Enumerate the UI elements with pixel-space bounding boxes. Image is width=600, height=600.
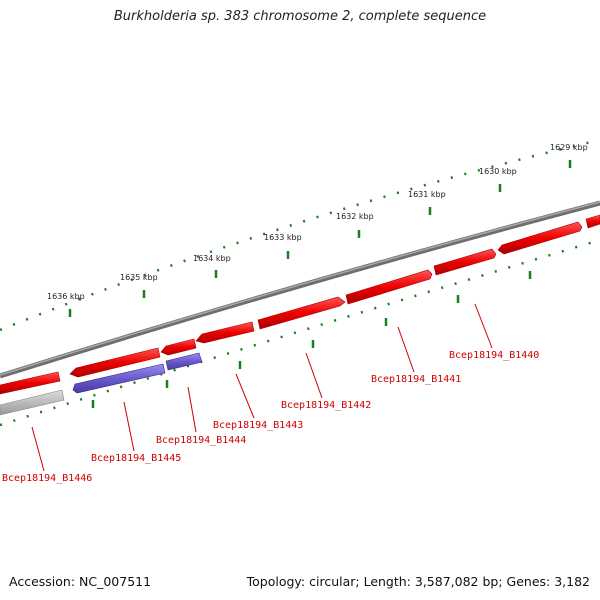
tick-label-1634: 1634 kbp <box>193 254 231 263</box>
gene-arrow <box>165 352 203 371</box>
gene-labels: Bcep18194_B1440 Bcep18194_B1441 Bcep1819… <box>2 350 539 484</box>
map-title: Burkholderia sp. 383 chromosome 2, compl… <box>113 9 487 24</box>
gene-label-b1444: Bcep18194_B1444 <box>156 435 246 446</box>
gene-arrow <box>433 248 497 276</box>
gene-arrow <box>69 347 161 378</box>
tick-label-1636: 1636 kbp <box>47 292 85 301</box>
inner-scale-ring <box>0 238 600 427</box>
gene-label-b1441: Bcep18194_B1441 <box>371 374 461 385</box>
tick-label-1629: 1629 kbp <box>550 143 588 152</box>
accession-text: Accession: NC_007511 <box>9 574 152 589</box>
forward-strand-genes <box>0 214 600 395</box>
gene-label-b1445: Bcep18194_B1445 <box>91 453 181 464</box>
gene-label-b1442: Bcep18194_B1442 <box>281 400 371 411</box>
gene-arrow <box>195 321 255 344</box>
gene-arrow <box>72 363 166 394</box>
gene-label-b1440: Bcep18194_B1440 <box>449 350 539 361</box>
gene-leader-lines <box>31 303 493 472</box>
gray-gene <box>0 389 65 416</box>
gene-arrow <box>257 296 346 330</box>
gene-arrow <box>0 389 65 416</box>
genome-summary-text: Topology: circular; Length: 3,587,082 bp… <box>246 574 590 589</box>
gene-arrow <box>345 269 433 305</box>
gene-label-b1443: Bcep18194_B1443 <box>213 420 303 431</box>
chromosome-backbone <box>0 200 600 379</box>
reverse-strand-genes <box>72 352 203 394</box>
major-ticks-outer <box>68 160 572 317</box>
gene-arrow <box>497 221 583 255</box>
scale-tick-labels: 1636 kbp 1635 kbp 1634 kbp 1633 kbp 1632… <box>47 143 588 301</box>
tick-label-1631: 1631 kbp <box>408 190 446 199</box>
gene-arrow <box>160 338 197 356</box>
gene-label-b1446: Bcep18194_B1446 <box>2 473 92 484</box>
tick-label-1635: 1635 kbp <box>120 273 158 282</box>
gene-arrow <box>585 214 600 229</box>
major-ticks-inner <box>91 271 532 408</box>
tick-label-1632: 1632 kbp <box>336 212 374 221</box>
tick-label-1630: 1630 kbp <box>479 167 517 176</box>
tick-label-1633: 1633 kbp <box>264 233 302 242</box>
gene-arrow <box>0 371 61 395</box>
